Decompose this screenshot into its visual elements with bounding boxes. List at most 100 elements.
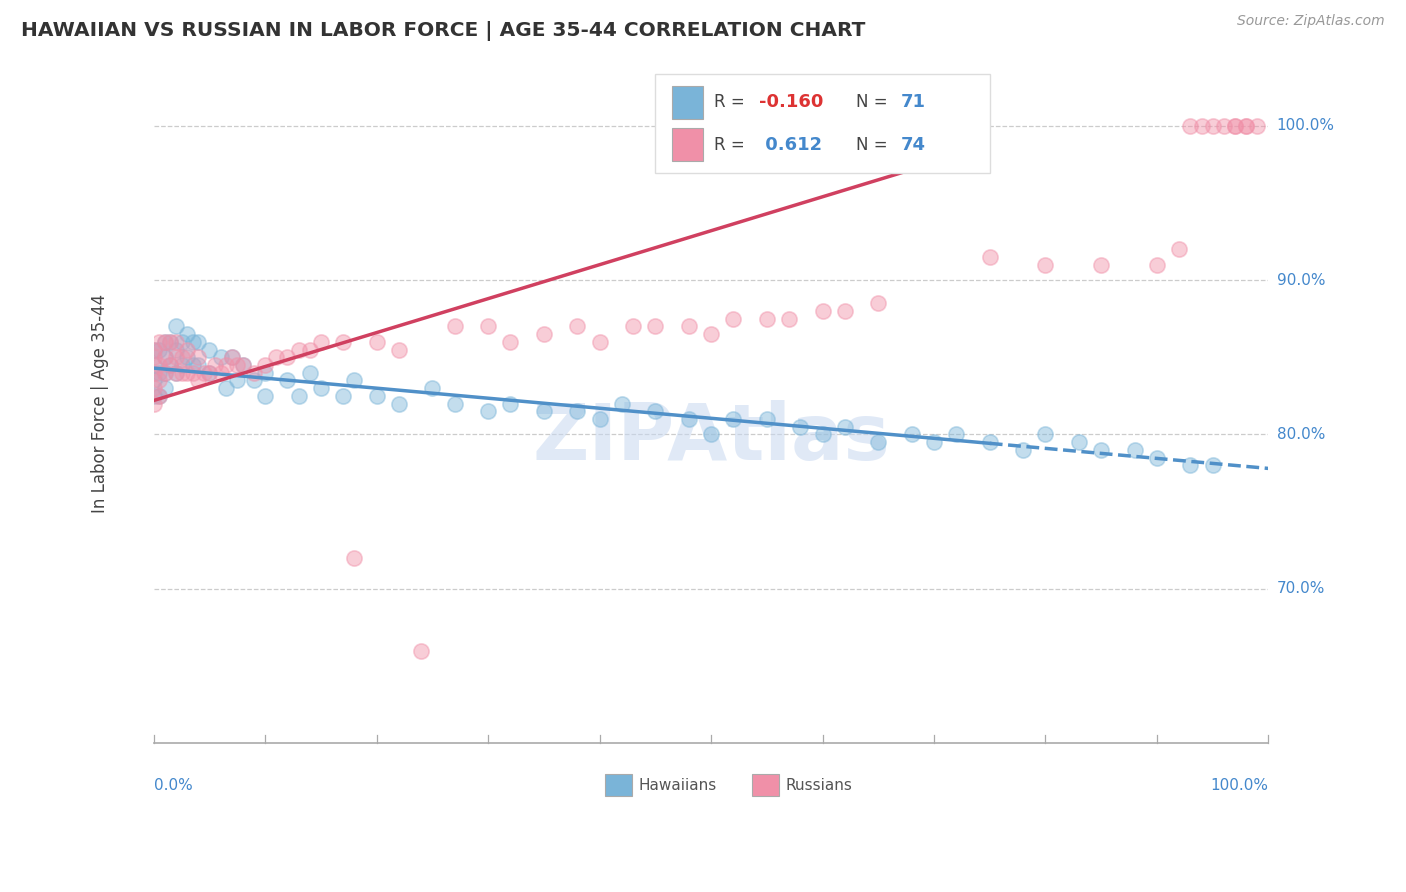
Point: [1123, 442, 1146, 457]
Point: [287, 389, 309, 403]
Point: [153, 366, 176, 380]
Point: [1035, 258, 1057, 272]
Point: [309, 381, 332, 395]
Point: [811, 427, 834, 442]
Point: [142, 381, 165, 395]
Point: [215, 381, 238, 395]
Point: [142, 389, 165, 403]
Text: 0.612: 0.612: [759, 136, 823, 153]
Point: [159, 358, 181, 372]
Point: [170, 358, 193, 372]
Point: [176, 327, 198, 342]
Point: [309, 334, 332, 349]
Point: [198, 366, 221, 380]
Point: [332, 334, 354, 349]
Point: [1246, 119, 1268, 133]
Point: [411, 643, 433, 657]
Point: [176, 351, 198, 365]
Point: [1146, 450, 1168, 465]
Point: [232, 358, 254, 372]
Point: [700, 427, 723, 442]
Point: [226, 374, 249, 388]
Point: [226, 358, 249, 372]
Point: [187, 351, 209, 365]
Point: [148, 358, 170, 372]
Point: [644, 404, 666, 418]
Point: [900, 427, 922, 442]
Point: [588, 412, 610, 426]
Point: [945, 427, 967, 442]
Point: [868, 435, 890, 450]
Point: [789, 419, 811, 434]
Text: HAWAIIAN VS RUSSIAN IN LABOR FORCE | AGE 35-44 CORRELATION CHART: HAWAIIAN VS RUSSIAN IN LABOR FORCE | AGE…: [21, 21, 866, 40]
Point: [215, 358, 238, 372]
Text: R =: R =: [714, 136, 751, 153]
Point: [221, 351, 243, 365]
Point: [181, 358, 204, 372]
Text: Hawaiians: Hawaiians: [638, 778, 717, 793]
Point: [153, 351, 176, 365]
Point: [187, 358, 209, 372]
Point: [170, 366, 193, 380]
Point: [388, 343, 411, 357]
Text: 90.0%: 90.0%: [1277, 273, 1326, 287]
Point: [148, 334, 170, 349]
Point: [298, 366, 321, 380]
Point: [723, 412, 745, 426]
Point: [148, 374, 170, 388]
Point: [811, 304, 834, 318]
Text: 70.0%: 70.0%: [1277, 582, 1324, 597]
Point: [443, 319, 465, 334]
Point: [276, 351, 298, 365]
Point: [834, 304, 856, 318]
Point: [723, 311, 745, 326]
Point: [1234, 119, 1257, 133]
Point: [499, 396, 522, 410]
Point: [243, 366, 266, 380]
Point: [332, 389, 354, 403]
Point: [366, 389, 388, 403]
Point: [264, 351, 287, 365]
Point: [276, 374, 298, 388]
Point: [287, 343, 309, 357]
Point: [755, 412, 778, 426]
Point: [159, 358, 181, 372]
Point: [678, 412, 700, 426]
Text: N =: N =: [856, 94, 893, 112]
Point: [142, 366, 165, 380]
Point: [209, 366, 232, 380]
Point: [420, 381, 443, 395]
Point: [1191, 119, 1213, 133]
Point: [979, 250, 1001, 264]
Point: [187, 334, 209, 349]
Point: [254, 358, 277, 372]
Point: [1202, 458, 1225, 473]
Text: 80.0%: 80.0%: [1277, 427, 1324, 442]
Point: [868, 296, 890, 310]
Point: [1090, 258, 1112, 272]
Text: R =: R =: [714, 94, 751, 112]
Point: [159, 334, 181, 349]
Point: [142, 343, 165, 357]
Point: [477, 319, 499, 334]
Point: [193, 366, 215, 380]
Point: [165, 366, 187, 380]
Point: [366, 334, 388, 349]
Point: [187, 374, 209, 388]
Point: [1234, 119, 1257, 133]
Text: 71: 71: [901, 94, 925, 112]
Point: [176, 366, 198, 380]
Point: [979, 435, 1001, 450]
Point: [533, 327, 555, 342]
Point: [533, 404, 555, 418]
Point: [644, 319, 666, 334]
Point: [755, 311, 778, 326]
Point: [834, 419, 856, 434]
Text: Source: ZipAtlas.com: Source: ZipAtlas.com: [1237, 14, 1385, 29]
Point: [1067, 435, 1090, 450]
Point: [148, 343, 170, 357]
Text: 0.0%: 0.0%: [153, 779, 193, 794]
Point: [1168, 242, 1191, 256]
Text: -0.160: -0.160: [759, 94, 824, 112]
Point: [298, 343, 321, 357]
